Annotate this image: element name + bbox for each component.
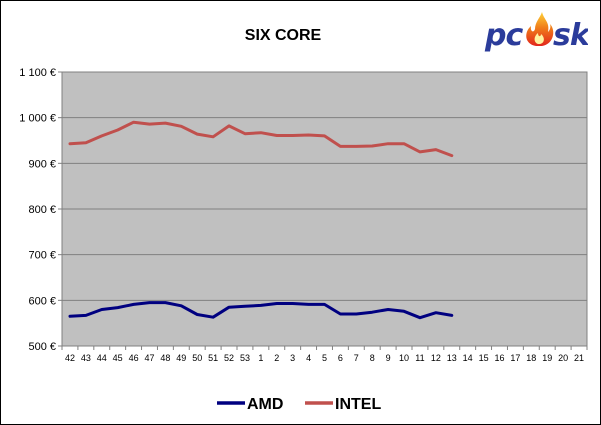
x-tick-label: 16 bbox=[494, 353, 504, 363]
x-tick-label: 4 bbox=[306, 353, 311, 363]
x-tick-label: 12 bbox=[431, 353, 441, 363]
x-tick-label: 6 bbox=[338, 353, 343, 363]
x-tick-label: 50 bbox=[192, 353, 202, 363]
x-tick-label: 46 bbox=[129, 353, 139, 363]
logo-flame-icon bbox=[526, 12, 554, 46]
legend-label-intel: INTEL bbox=[335, 396, 381, 413]
chart-title: SIX CORE bbox=[245, 27, 322, 44]
x-tick-label: 5 bbox=[322, 353, 327, 363]
series-line-intel bbox=[68, 120, 454, 158]
x-tick-label: 15 bbox=[479, 353, 489, 363]
x-tick-label: 17 bbox=[510, 353, 520, 363]
pcosk-logo: pc sk bbox=[484, 12, 588, 54]
y-tick-label: 800 € bbox=[28, 204, 56, 216]
x-tick-label: 42 bbox=[65, 353, 75, 363]
y-tick-label: 600 € bbox=[28, 295, 56, 307]
x-tick-label: 48 bbox=[160, 353, 170, 363]
x-tick-label: 1 bbox=[258, 353, 263, 363]
series-lines bbox=[68, 120, 454, 320]
x-tick-label: 10 bbox=[399, 353, 409, 363]
x-tick-label: 45 bbox=[113, 353, 123, 363]
x-tick-label: 53 bbox=[240, 353, 250, 363]
y-tick-label: 500 € bbox=[28, 341, 56, 353]
legend-label-amd: AMD bbox=[247, 396, 283, 413]
x-tick-label: 7 bbox=[354, 353, 359, 363]
x-tick-label: 21 bbox=[574, 353, 584, 363]
y-tick-label: 900 € bbox=[28, 158, 56, 170]
x-tick-label: 2 bbox=[274, 353, 279, 363]
svg-text:pc: pc bbox=[484, 18, 523, 53]
x-tick-label: 43 bbox=[81, 353, 91, 363]
x-axis: 42 43 44 45 46 47 48 49 50 51 52 53 1 2 3 4 5 6 7 8 9 10 11 12 1… bbox=[61, 346, 588, 363]
x-tick-label: 20 bbox=[558, 353, 568, 363]
svg-text:sk: sk bbox=[553, 18, 588, 53]
x-tick-label: 14 bbox=[463, 353, 473, 363]
x-tick-label: 18 bbox=[526, 353, 536, 363]
x-tick-label: 51 bbox=[208, 353, 218, 363]
x-tick-label: 44 bbox=[97, 353, 107, 363]
gridlines bbox=[62, 117, 587, 301]
y-tick-label: 700 € bbox=[28, 250, 56, 262]
series-line-amd bbox=[68, 301, 454, 320]
x-tick-label: 19 bbox=[542, 353, 552, 363]
x-tick-label: 13 bbox=[447, 353, 457, 363]
x-tick-label: 11 bbox=[415, 353, 424, 363]
legend: AMD INTEL bbox=[217, 396, 381, 413]
x-tick-label: 47 bbox=[144, 353, 154, 363]
x-tick-label: 3 bbox=[290, 353, 295, 363]
x-tick-label: 8 bbox=[370, 353, 375, 363]
y-tick-label: 1 000 € bbox=[19, 113, 56, 125]
x-tick-label: 9 bbox=[386, 353, 391, 363]
y-axis: 500 € 600 € 700 € 800 € 900 € 1 000 € 1 100 € bbox=[19, 67, 62, 353]
x-tick-label: 49 bbox=[176, 353, 186, 363]
y-tick-label: 1 100 € bbox=[19, 67, 56, 79]
x-tick-label: 52 bbox=[224, 353, 234, 363]
